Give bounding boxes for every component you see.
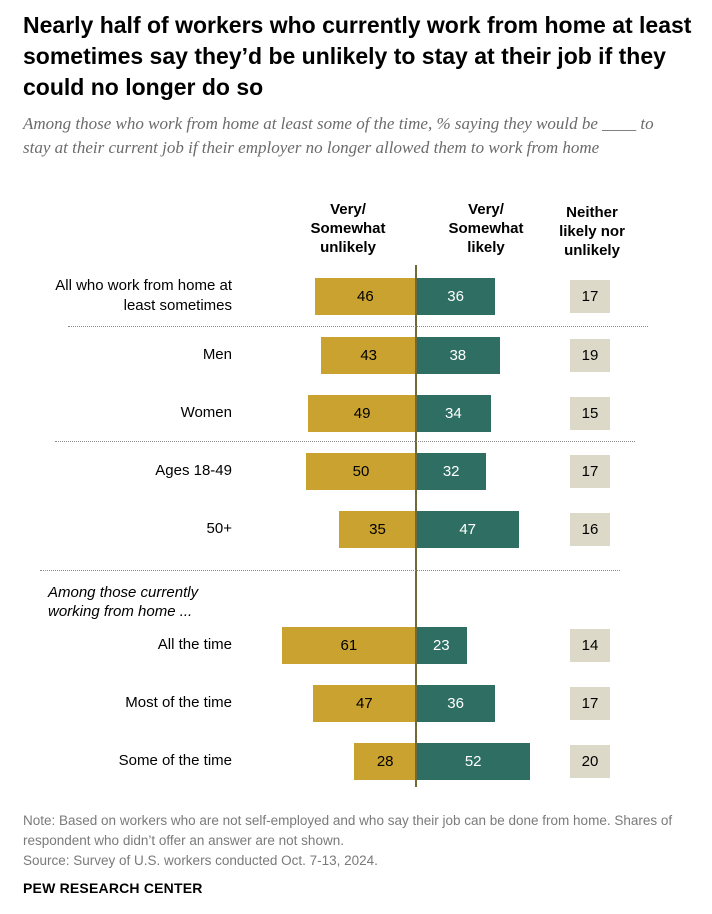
bar-likely-value: 32 [442,463,460,480]
neither-value-box: 17 [570,687,610,720]
row-label: Women [180,404,232,421]
pew-research-center-logo: PEW RESEARCH CENTER [23,880,203,896]
bar-unlikely-value: 35 [369,521,386,538]
column-header-neither: Neither likely nor unlikely [559,204,625,259]
bar-unlikely-value: 43 [360,347,378,364]
bar-unlikely-value: 49 [353,405,371,422]
zero-axis-line [415,265,417,787]
bar-unlikely: 46 [314,278,416,315]
chart-title: Nearly half of workers who currently wor… [23,12,692,100]
divider-after-total [68,326,648,327]
bar-unlikely: 28 [354,743,416,780]
bar-unlikely-value: 28 [376,753,394,770]
bar-unlikely: 47 [312,685,416,722]
bar-unlikely: 35 [339,511,416,548]
bar-likely: 32 [416,453,487,490]
bar-likely: 34 [416,395,491,432]
bar-unlikely-value: 50 [352,463,370,480]
bar-unlikely-value: 61 [340,637,358,654]
bar-unlikely-value: 46 [357,288,374,305]
row-label: All who work from home at least sometime… [55,277,232,314]
bar-likely-value: 36 [447,695,464,712]
neither-value-box: 15 [570,397,610,430]
neither-value-box: 19 [570,339,610,372]
bar-likely-value: 23 [432,637,450,654]
divider-after-age [40,570,620,571]
neither-value-box: 17 [570,280,610,313]
row-label: Most of the time [125,694,232,711]
group-label-text: Among those currently working from home … [48,584,199,620]
bar-likely-value: 52 [464,753,482,770]
chart-subtitle: Among those who work from home at least … [23,114,654,157]
chart-note: Note: Based on workers who are not self-… [23,811,683,871]
bar-likely: 36 [416,278,496,315]
bar-likely-value: 34 [445,405,462,422]
note-text: Note: Based on workers who are not self-… [23,813,673,848]
group-label-currently-wfh: Among those currently working from home … [48,583,238,621]
row-label: Ages 18-49 [155,462,232,479]
bar-likely-value: 47 [459,521,477,538]
neither-value-box: 14 [570,629,610,662]
neither-value-box: 20 [570,745,610,778]
divider-after-gender [55,441,635,442]
bar-likely: 36 [416,685,496,722]
bar-likely: 47 [416,511,520,548]
bar-likely: 38 [416,337,500,374]
source-text: Source: Survey of U.S. workers conducted… [23,853,378,868]
bar-likely-value: 36 [447,288,464,305]
row-label: Some of the time [118,752,232,769]
bar-unlikely: 50 [306,453,416,490]
bar-likely: 52 [416,743,531,780]
bar-likely-value: 38 [449,347,467,364]
neither-value-box: 17 [570,455,610,488]
bar-unlikely: 43 [321,337,416,374]
column-header-likely: Very/ Somewhat likely [448,201,524,256]
row-label: All the time [157,636,232,653]
neither-value-box: 16 [570,513,610,546]
row-label: Men [202,346,232,363]
column-header-unlikely: Very/ Somewhat unlikely [310,201,386,256]
bar-likely: 23 [416,627,467,664]
row-label: 50+ [206,520,232,537]
bar-unlikely: 61 [281,627,416,664]
bar-unlikely: 49 [308,395,416,432]
bar-unlikely-value: 47 [355,695,373,712]
